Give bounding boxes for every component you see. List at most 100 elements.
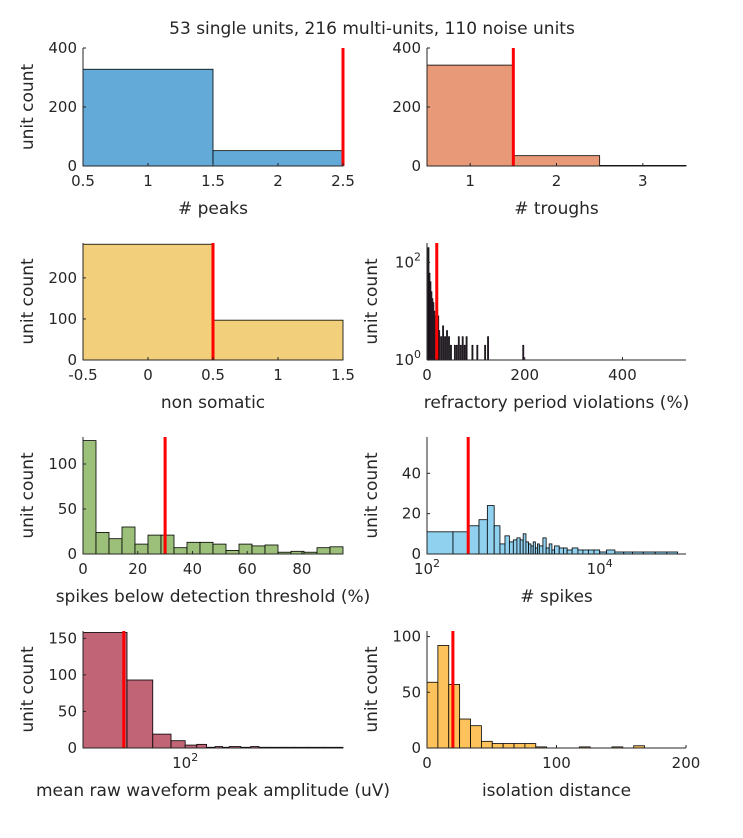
histogram-bar bbox=[486, 505, 495, 555]
chart-panel-amplitude: 102 0 50 100 150 mean raw waveform peak ampli… bbox=[18, 629, 390, 801]
bars bbox=[426, 64, 687, 167]
histogram-bar bbox=[95, 532, 110, 555]
x-tick-label: 100 bbox=[542, 754, 571, 772]
histogram-bar bbox=[542, 537, 547, 555]
histogram-bar bbox=[499, 543, 506, 555]
histogram-bar bbox=[446, 330, 448, 361]
histogram-bar bbox=[554, 545, 560, 555]
chart-panel-peaks: 0.5 1 1.5 2 2.5 0 200 400 # peaks unit count bbox=[18, 39, 355, 219]
x-axis-label: mean raw waveform peak amplitude (uV) bbox=[36, 781, 390, 801]
histogram-bar bbox=[538, 545, 544, 555]
histogram-bar bbox=[484, 344, 487, 361]
histogram-bar bbox=[196, 743, 207, 749]
histogram-bar bbox=[442, 325, 445, 361]
histogram-bar bbox=[212, 543, 227, 555]
x-tick-label: 102 bbox=[172, 751, 198, 772]
x-tick-label: 2.5 bbox=[331, 172, 355, 190]
bars bbox=[82, 440, 344, 555]
histogram-bar bbox=[329, 546, 344, 555]
y-tick-label: 0 bbox=[67, 351, 77, 369]
histogram-bar bbox=[238, 543, 253, 555]
histogram-bar bbox=[251, 545, 266, 555]
x-axis-label: non somatic bbox=[161, 393, 265, 413]
histogram-bar bbox=[487, 336, 489, 361]
histogram-bar bbox=[437, 645, 450, 749]
x-tick-label: 0 bbox=[422, 754, 432, 772]
x-tick-label: 1 bbox=[143, 172, 153, 190]
histogram-bar bbox=[438, 330, 441, 361]
histogram-bar bbox=[212, 319, 344, 361]
histogram-bar bbox=[444, 336, 446, 361]
histogram-bar bbox=[126, 679, 154, 749]
y-tick-label: 100 bbox=[392, 628, 421, 646]
histogram-bar bbox=[502, 743, 515, 749]
histogram-bar bbox=[504, 535, 510, 555]
x-tick-label: 200 bbox=[672, 754, 701, 772]
x-tick-label: 1 bbox=[465, 172, 475, 190]
x-tick-label: 80 bbox=[292, 560, 311, 578]
histogram-bar bbox=[82, 68, 214, 167]
bars bbox=[427, 247, 525, 361]
x-tick-label: 1.5 bbox=[331, 366, 355, 384]
y-tick-label: 0 bbox=[67, 739, 77, 757]
histogram-bar bbox=[186, 541, 201, 555]
y-axis-label: unit count bbox=[18, 64, 38, 151]
histogram-bar bbox=[516, 537, 521, 555]
histogram-bar bbox=[225, 550, 240, 555]
y-tick-label: 200 bbox=[48, 269, 77, 287]
bars bbox=[82, 632, 344, 749]
y-tick-label: 400 bbox=[392, 39, 421, 57]
histogram-bar bbox=[452, 531, 469, 555]
y-tick-label: 0 bbox=[411, 545, 421, 563]
histogram-bar bbox=[513, 743, 526, 749]
chart-panel-isolation: 0 100 200 0 50 100 isolation distance unit coun… bbox=[362, 628, 700, 801]
chart-panel-refractory: 0 200 400 100 102 refractory period violation… bbox=[362, 243, 689, 413]
y-tick-label: 100 bbox=[48, 666, 77, 684]
histogram-bar bbox=[478, 519, 488, 555]
histogram-bar bbox=[522, 344, 525, 361]
histogram-bar bbox=[476, 344, 479, 361]
y-tick-label: 200 bbox=[48, 98, 77, 116]
bars bbox=[82, 68, 344, 167]
y-tick-label: 100 bbox=[48, 455, 77, 473]
histogram-bar bbox=[152, 733, 172, 749]
histogram-bar bbox=[82, 632, 128, 749]
histogram-bar bbox=[470, 725, 482, 749]
histogram-bar bbox=[82, 243, 214, 361]
histogram-bar bbox=[467, 525, 480, 555]
y-tick-label: 0 bbox=[67, 545, 77, 563]
histogram-bar bbox=[173, 547, 188, 555]
x-tick-label: 3 bbox=[638, 172, 648, 190]
histogram-bar bbox=[471, 344, 474, 361]
histogram-bar bbox=[264, 544, 279, 555]
bars bbox=[82, 243, 344, 361]
x-axis-label: refractory period violations (%) bbox=[424, 393, 689, 413]
histogram-bar bbox=[440, 336, 443, 361]
chart-panel-n_spikes: 102 104 0 20 40 # spikes unit count bbox=[362, 437, 686, 607]
histogram-bar bbox=[545, 547, 550, 555]
histogram-bar bbox=[465, 336, 468, 361]
x-tick-label: 0 bbox=[143, 366, 153, 384]
x-tick-label: 200 bbox=[510, 366, 539, 384]
y-tick-label: 400 bbox=[48, 39, 77, 57]
y-tick-label: 20 bbox=[402, 505, 421, 523]
histogram-bar bbox=[453, 344, 456, 361]
chart-panel-spikes_below_threshold: 0 20 40 60 80 0 50 100 spikes below detection th… bbox=[18, 437, 370, 607]
histogram-bar bbox=[508, 541, 514, 555]
y-axis-label: unit count bbox=[18, 258, 38, 345]
histogram-bar bbox=[450, 344, 452, 361]
histogram-bar bbox=[160, 534, 175, 555]
y-tick-label: 50 bbox=[402, 683, 421, 701]
x-tick-label: 0 bbox=[422, 366, 432, 384]
y-axis-label: unit count bbox=[362, 452, 382, 539]
x-tick-label: 1.5 bbox=[201, 172, 225, 190]
histogram-bar bbox=[463, 344, 466, 361]
chart-panel-troughs: 1 2 3 0 200 400 # troughs bbox=[392, 39, 687, 219]
y-tick-label: 50 bbox=[58, 702, 77, 720]
histogram-bar bbox=[455, 344, 458, 361]
y-tick-label: 200 bbox=[392, 98, 421, 116]
histogram-bar bbox=[170, 740, 186, 749]
histogram-bar bbox=[108, 538, 123, 555]
x-tick-label: 40 bbox=[183, 560, 202, 578]
